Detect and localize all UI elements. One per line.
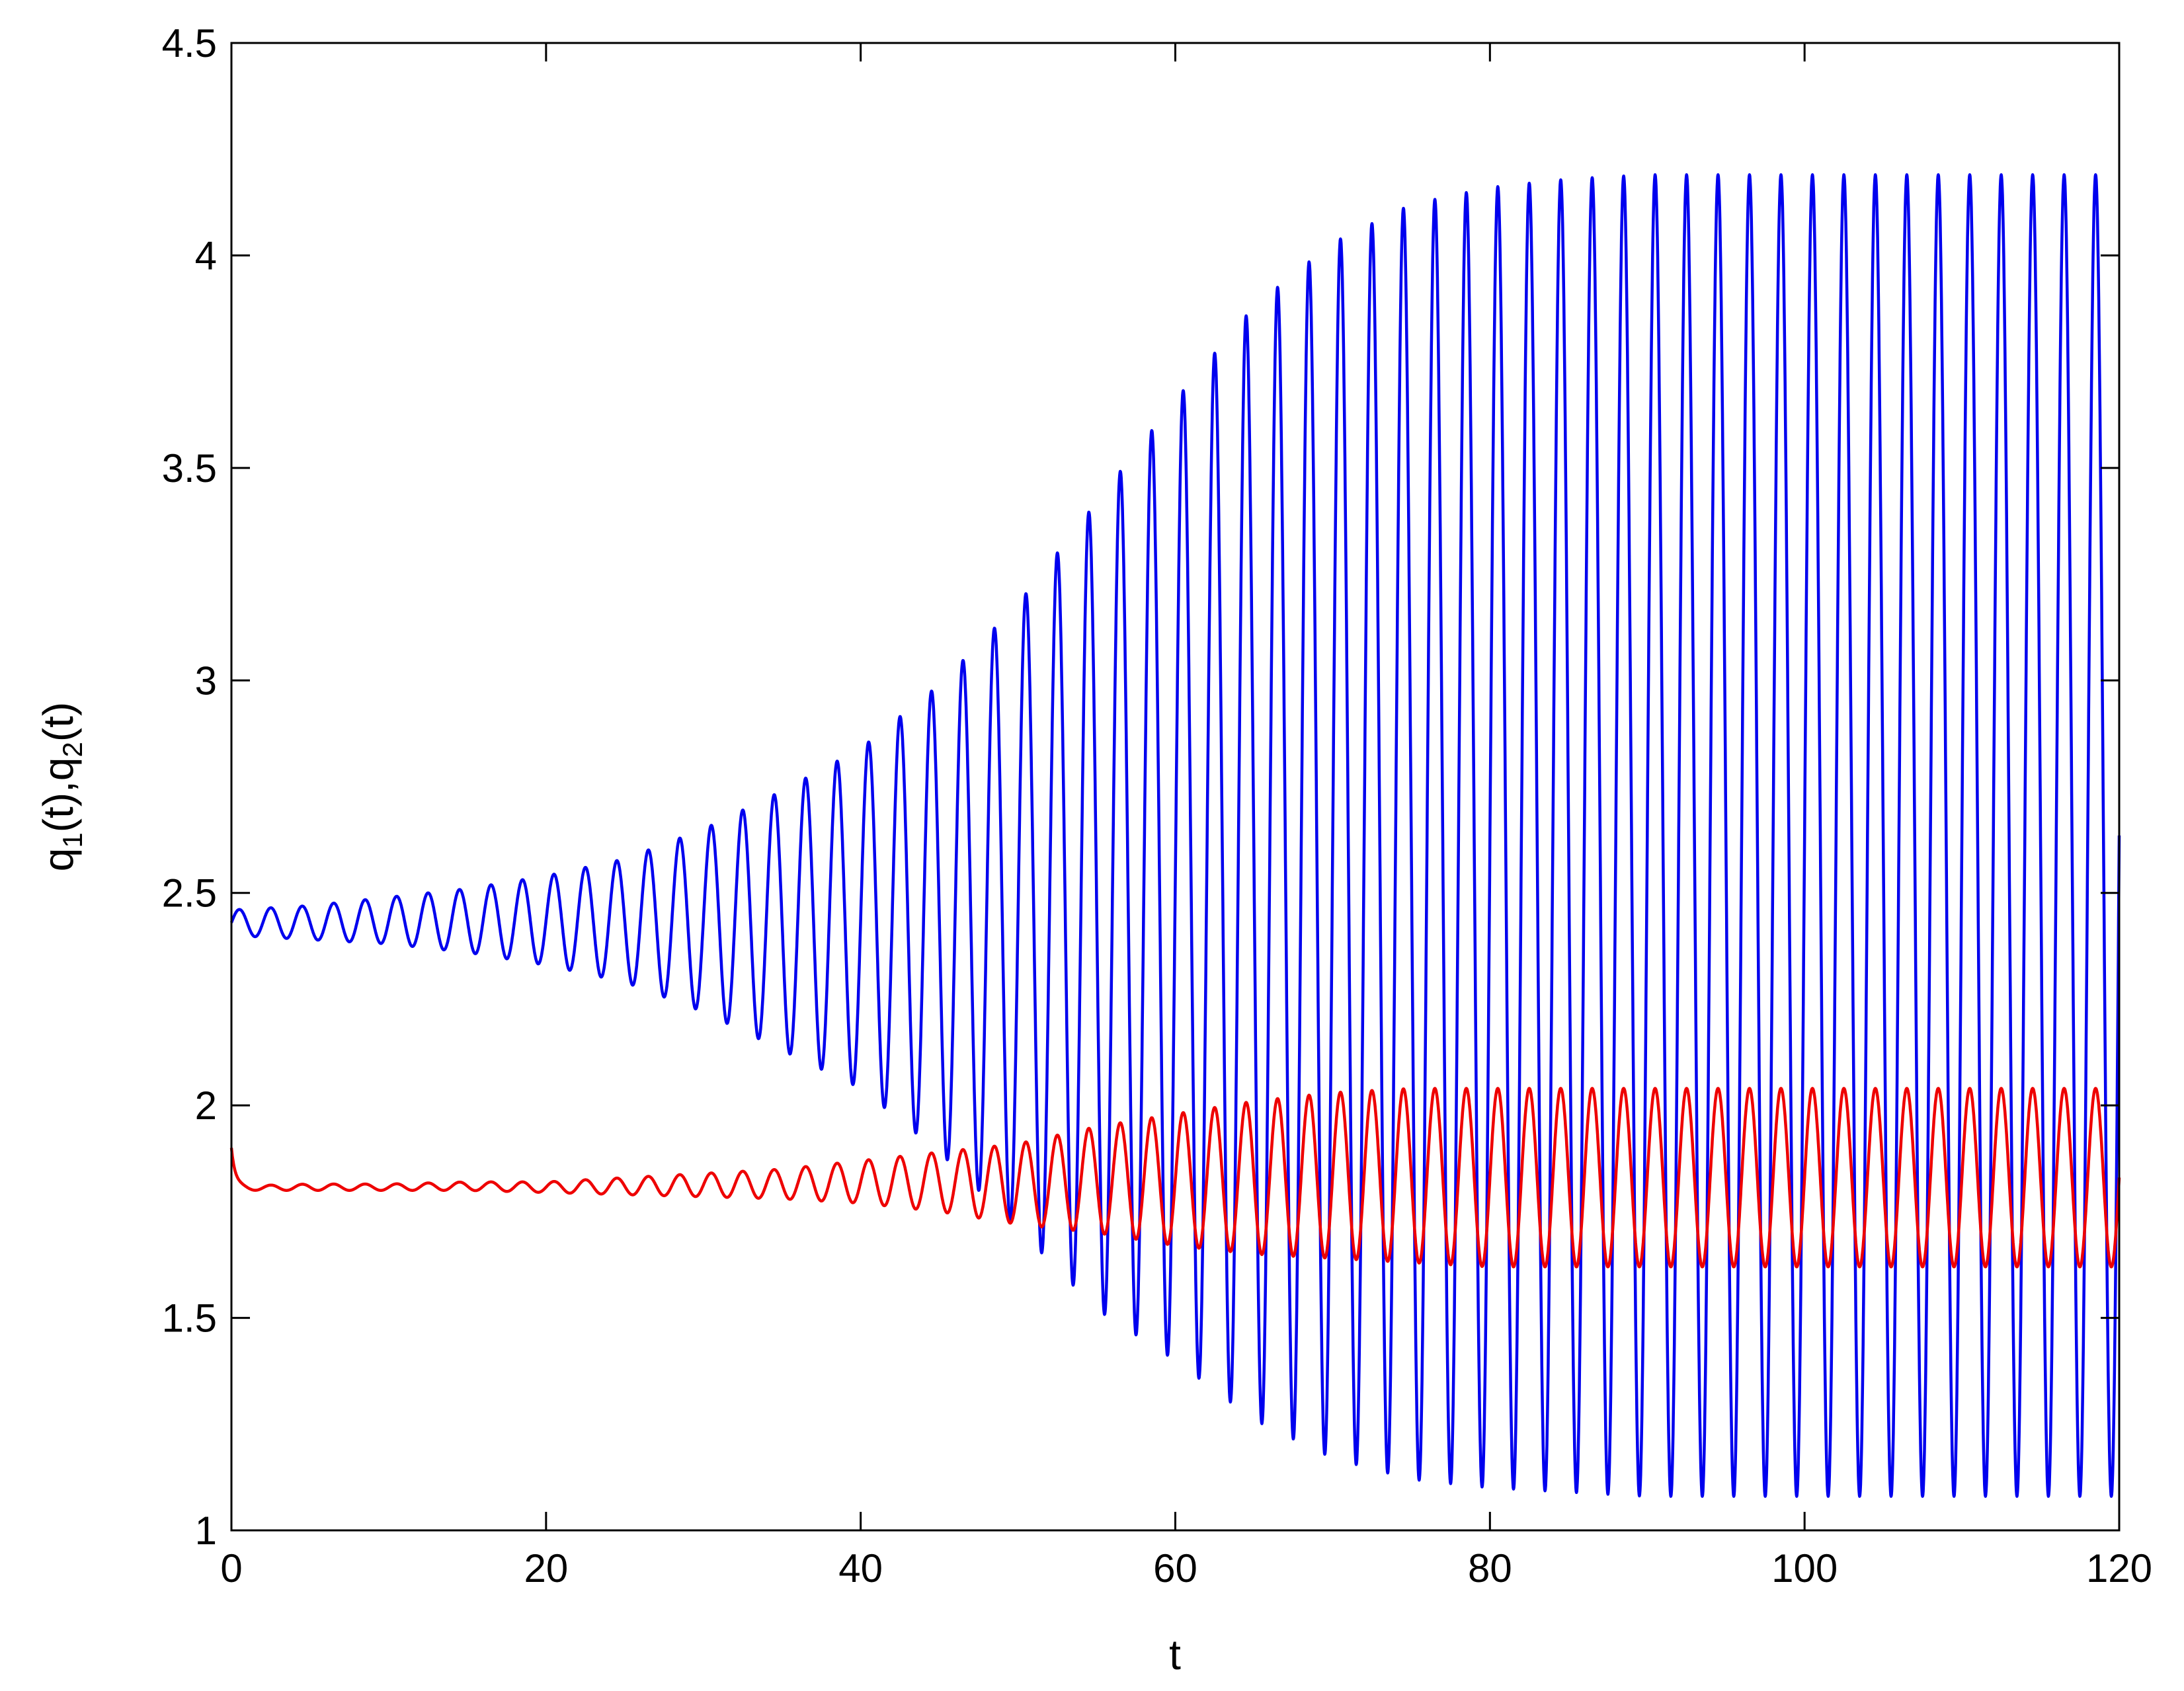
y-axis-label: q1(t),q2(t) — [34, 702, 88, 872]
y-tick-label: 4.5 — [162, 21, 217, 65]
x-tick-label: 40 — [838, 1546, 883, 1591]
y-label-mid: (t),q — [34, 758, 82, 833]
series-layer — [229, 173, 2121, 1498]
y-tick-label: 2.5 — [162, 871, 217, 916]
y-label-sub1: 1 — [57, 832, 88, 847]
y-tick-label: 3 — [195, 658, 217, 703]
y-tick-label: 1.5 — [162, 1296, 217, 1341]
y-label-q1: q — [34, 848, 82, 872]
x-tick-label: 20 — [524, 1546, 568, 1591]
tick-layer: 0 20 40 60 80 100 120 1 1.5 2 2.5 3 3.5 4 4.5 — [162, 21, 2152, 1591]
y-label-sub2: 2 — [57, 742, 88, 757]
x-tick-label: 60 — [1153, 1546, 1197, 1591]
series-line-1 — [229, 173, 2121, 1498]
x-tick-label: 80 — [1468, 1546, 1512, 1591]
x-tick-label: 0 — [220, 1546, 242, 1591]
x-axis-label: t — [1169, 1631, 1181, 1678]
y-label-end: (t) — [34, 702, 82, 742]
y-tick-label: 1 — [195, 1509, 217, 1553]
y-tick-label: 3.5 — [162, 446, 217, 491]
series-line-2 — [229, 1087, 2121, 1269]
y-tick-label: 4 — [195, 233, 217, 278]
y-tick-label: 2 — [195, 1083, 217, 1128]
x-tick-label: 100 — [1771, 1546, 1838, 1591]
x-tick-label: 120 — [2086, 1546, 2152, 1591]
